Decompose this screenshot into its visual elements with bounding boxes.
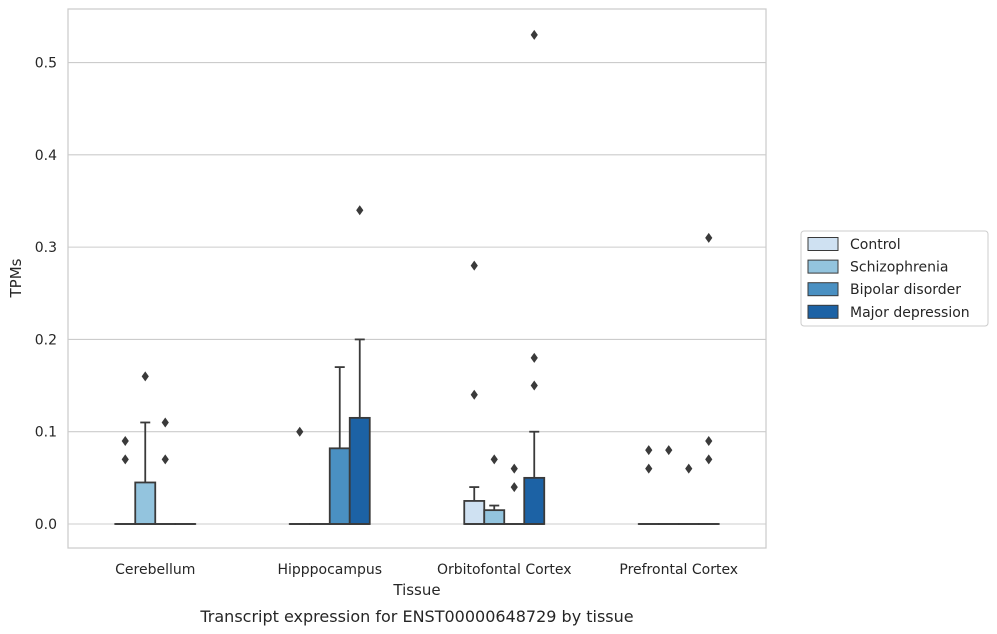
box-2-1	[328, 366, 351, 525]
box-3-2	[523, 430, 546, 525]
box-body	[348, 416, 371, 525]
outlier-point	[510, 482, 518, 493]
outlier-point	[530, 380, 538, 391]
outlier-point	[356, 205, 364, 216]
legend-label: Bipolar disorder	[850, 282, 961, 298]
y-tick-label: 0.2	[35, 332, 57, 348]
legend-items: Control Schizophrenia Bipolar disorder Majo…	[807, 237, 970, 321]
x-tick-label: Hipppocampus	[277, 562, 382, 578]
outlier-point	[705, 435, 713, 446]
x-axis-label: Tissue	[392, 581, 440, 599]
outlier-point	[705, 454, 713, 465]
legend-label: Control	[850, 237, 901, 253]
outlier-point	[645, 463, 653, 474]
box-1-0	[134, 421, 157, 525]
legend-swatch	[807, 304, 839, 319]
outlier-point	[161, 454, 169, 465]
legend-swatch	[807, 282, 839, 297]
legend-swatch	[807, 259, 839, 274]
y-tick-label: 0.1	[35, 425, 57, 441]
plot-frame	[67, 8, 767, 549]
grid-lines	[68, 61, 766, 525]
outlier-point	[296, 426, 304, 437]
legend-swatch	[807, 237, 839, 251]
x-tick-label: Orbitofontal Cortex	[437, 562, 572, 578]
outlier-point	[665, 445, 673, 456]
outlier-point	[530, 352, 538, 363]
outlier-point	[645, 445, 653, 456]
outlier-point	[705, 232, 713, 243]
box-body	[134, 481, 157, 525]
outlier-point	[121, 435, 129, 446]
y-tick-label: 0.3	[35, 240, 57, 256]
box-1-2	[483, 504, 506, 525]
legend: Control Schizophrenia Bipolar disorder Majo…	[800, 230, 989, 327]
box-body	[328, 447, 351, 525]
outlier-point	[530, 29, 538, 40]
y-tick-label: 0.5	[35, 56, 57, 72]
chart-caption: Transcript expression for ENST0000064872…	[199, 607, 633, 626]
x-tick-label: Cerebellum	[115, 562, 195, 578]
outlier-point	[490, 454, 498, 465]
outlier-point	[161, 417, 169, 428]
box-body	[523, 476, 546, 525]
y-tick-label: 0.0	[35, 517, 57, 533]
outlier-point	[470, 389, 478, 400]
y-tick-label: 0.4	[35, 148, 57, 164]
y-tick-labels: 0.0 0.1 0.2 0.3 0.4 0.5	[35, 56, 57, 533]
outlier-point	[510, 463, 518, 474]
legend-frame	[800, 230, 989, 327]
legend-label: Schizophrenia	[850, 260, 948, 276]
box-body	[463, 500, 486, 525]
box-3-1	[348, 338, 371, 525]
legend-label: Major depression	[850, 305, 970, 321]
outlier-point	[141, 371, 149, 382]
outlier-point	[470, 260, 478, 271]
outlier-points	[121, 29, 713, 493]
box-0-2	[463, 486, 486, 525]
x-tick-labels: Cerebellum Hipppocampus Orbitofontal Corte…	[115, 562, 738, 578]
box-series	[114, 338, 720, 525]
y-axis-label: TPMs	[7, 258, 25, 298]
outlier-point	[121, 454, 129, 465]
outlier-point	[685, 463, 693, 474]
box-body	[483, 509, 506, 525]
x-tick-label: Prefrontal Cortex	[619, 562, 738, 578]
